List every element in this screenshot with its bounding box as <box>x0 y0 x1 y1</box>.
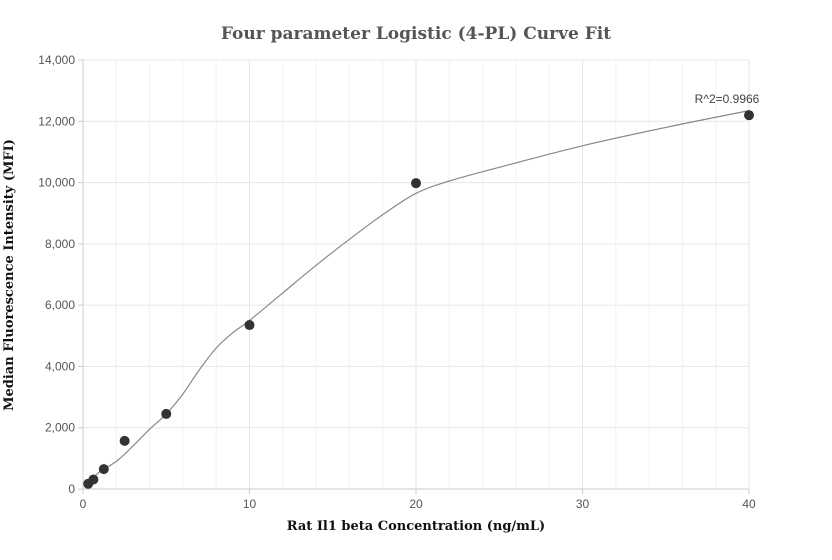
x-tick-label: 40 <box>742 497 756 511</box>
data-point <box>411 178 421 189</box>
y-tick-label: 14,000 <box>38 53 75 67</box>
tick-labels: 0 2,000 4,000 6,000 8,000 10,000 12,000 14,000 0… <box>38 53 756 511</box>
fit-curve <box>87 110 750 484</box>
x-axis-title: Rat Il1 beta Concentration (ng/mL) <box>287 519 545 534</box>
y-tick-label: 2,000 <box>45 421 75 435</box>
x-tick-label: 0 <box>80 497 87 511</box>
chart-title: Four parameter Logistic (4-PL) Curve Fit <box>221 24 611 44</box>
y-tick-label: 8,000 <box>45 237 75 251</box>
data-point <box>98 464 109 475</box>
x-tick-label: 20 <box>409 497 423 511</box>
data-point <box>744 110 754 121</box>
y-axis-title: Median Fluorescence Intensity (MFI) <box>2 139 17 411</box>
r-squared-annotation: R^2=0.9966 <box>695 92 760 106</box>
data-point <box>88 474 99 485</box>
axes <box>78 59 750 494</box>
data-point <box>161 408 172 419</box>
x-tick-label: 30 <box>576 497 590 511</box>
y-tick-label: 10,000 <box>38 176 75 190</box>
y-tick-label: 12,000 <box>38 114 75 128</box>
x-tick-label: 10 <box>243 497 257 511</box>
data-points <box>83 110 754 489</box>
data-point <box>119 435 130 446</box>
y-tick-label: 4,000 <box>45 359 75 373</box>
y-tick-label: 6,000 <box>45 298 75 312</box>
data-point <box>244 320 255 331</box>
grid <box>83 59 750 489</box>
y-tick-label: 0 <box>68 482 75 496</box>
